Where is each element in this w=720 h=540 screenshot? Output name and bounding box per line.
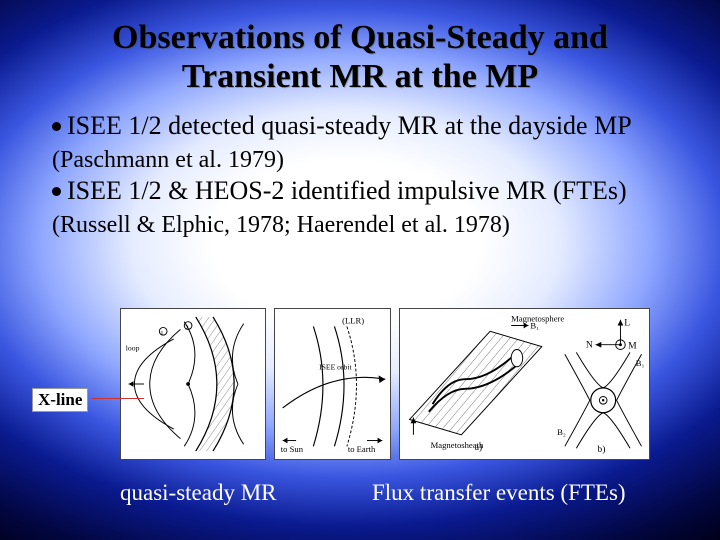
bullet-dot-icon	[52, 187, 61, 196]
figure-row: 1 2 loop (LLR) ISEE orbit to Sun	[0, 308, 720, 468]
bullet-1-ref: (Paschmann et al. 1979)	[52, 147, 284, 173]
figure-quasi-steady-a: 1 2 loop	[120, 308, 266, 460]
bullet-2-ref: (Russell & Elphic, 1978; Haerendel et al…	[52, 212, 510, 238]
title-line-2: Transient MR at the MP	[182, 58, 538, 95]
svg-text:to Sun: to Sun	[281, 444, 304, 454]
title-line-1: Observations of Quasi-Steady and	[112, 19, 608, 56]
svg-text:1: 1	[160, 330, 163, 337]
svg-text:M: M	[628, 341, 637, 352]
svg-text:Magnetosphere: Magnetosphere	[511, 314, 564, 324]
slide: Observations of Quasi-Steady and Transie…	[0, 0, 720, 540]
svg-text:to Earth: to Earth	[348, 444, 376, 454]
svg-text:ISEE orbit: ISEE orbit	[319, 363, 352, 372]
figure-fte: B₁ Magnetosphere Magnetosheath a) L N M	[399, 308, 650, 460]
xline-pointer	[92, 398, 144, 399]
svg-text:(LLR): (LLR)	[342, 316, 364, 326]
slide-body: ISEE 1/2 detected quasi-steady MR at the…	[52, 110, 680, 240]
figure-quasi-steady-b: (LLR) ISEE orbit to Sun to Earth	[274, 308, 391, 460]
svg-text:B₁: B₁	[636, 358, 645, 368]
bullet-1: ISEE 1/2 detected quasi-steady MR at the…	[52, 110, 680, 175]
bullet-2-text: ISEE 1/2 & HEOS-2 identified impulsive M…	[67, 176, 627, 205]
svg-text:L: L	[624, 318, 630, 329]
svg-text:B₂: B₂	[557, 427, 566, 437]
caption-left: quasi-steady MR	[120, 480, 277, 506]
svg-text:b): b)	[597, 444, 605, 455]
svg-text:loop: loop	[126, 343, 140, 352]
caption-right: Flux transfer events (FTEs)	[372, 480, 626, 506]
bullet-1-text: ISEE 1/2 detected quasi-steady MR at the…	[67, 111, 631, 140]
svg-text:N: N	[586, 340, 593, 351]
bullet-dot-icon	[52, 122, 61, 131]
slide-title: Observations of Quasi-Steady and Transie…	[0, 0, 720, 96]
svg-text:a): a)	[475, 442, 482, 453]
bullet-2: ISEE 1/2 & HEOS-2 identified impulsive M…	[52, 175, 680, 240]
xline-label: X-line	[32, 388, 88, 412]
svg-text:2: 2	[185, 324, 188, 331]
